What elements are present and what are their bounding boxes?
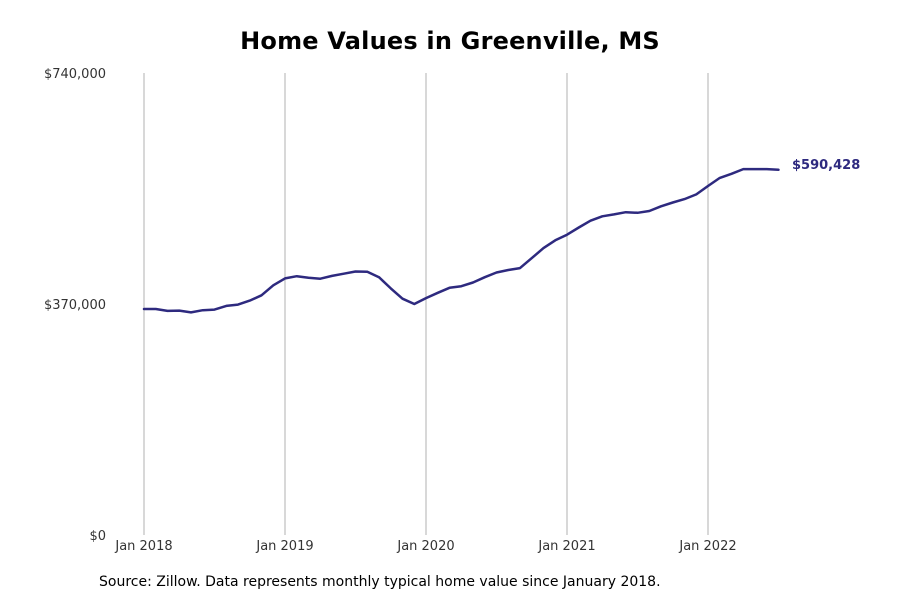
x-tick-label: Jan 2022 <box>678 539 736 554</box>
series-group <box>142 167 780 314</box>
y-tick-label: $370,000 <box>44 298 106 313</box>
y-tick-label: $0 <box>89 529 106 544</box>
x-tick-label: Jan 2020 <box>396 539 454 554</box>
x-tick-label: Jan 2019 <box>255 539 313 554</box>
chart-title: Home Values in Greenville, MS <box>240 27 660 55</box>
series-line <box>142 167 780 314</box>
y-axis-tick-labels: $0 $370,000 $740,000 <box>44 67 106 544</box>
y-tick-label: $740,000 <box>44 67 106 82</box>
end-value-label: $590,428 <box>792 158 860 173</box>
x-tick-label: Jan 2021 <box>537 539 595 554</box>
source-note: Source: Zillow. Data represents monthly … <box>99 574 661 590</box>
x-axis-tick-labels: Jan 2018 Jan 2019 Jan 2020 Jan 2021 Jan 2022 <box>114 539 736 554</box>
x-tick-label: Jan 2018 <box>114 539 172 554</box>
end-label-group: $590,428 <box>792 158 860 173</box>
gridlines <box>143 73 709 535</box>
